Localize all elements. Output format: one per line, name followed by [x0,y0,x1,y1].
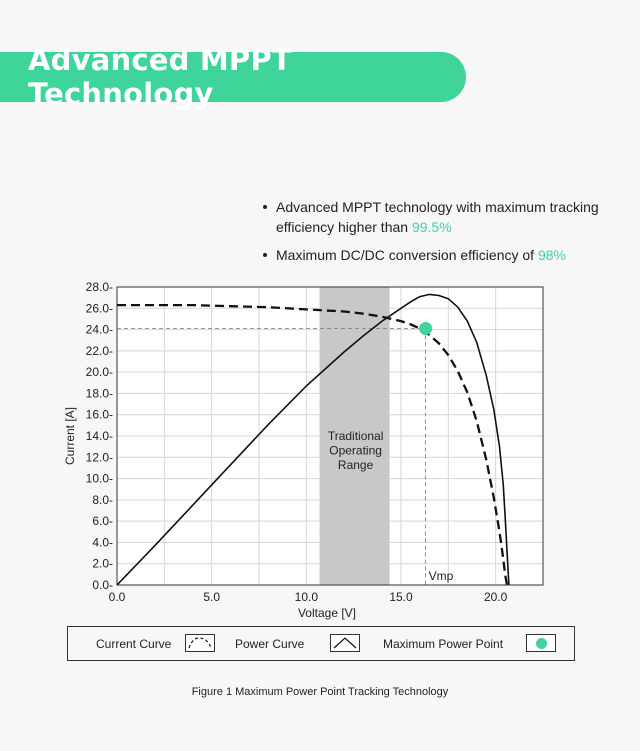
y-tick-label: 20.0- [86,365,113,379]
feature-highlight: 99.5% [411,219,452,235]
maximum-power-point-marker [419,322,433,336]
green-dot-icon [526,634,556,652]
dashed-curve-icon [185,634,215,652]
legend-power-curve-label: Power Curve [235,637,305,651]
y-tick-label: 14.0- [86,429,113,443]
band-label-line: Range [338,458,374,472]
y-tick-label: 22.0- [86,344,113,358]
y-tick-label: 16.0- [86,408,113,422]
feature-text: Maximum DC/DC conversion efficiency of [276,247,538,263]
plot-frame [116,286,544,586]
x-tick-label: 0.0 [109,590,126,604]
y-tick-label: 28.0- [86,280,113,294]
x-tick-label: 10.0 [295,590,319,604]
y-tick-label: 12.0- [86,450,113,464]
title-banner: Advanced MPPT Technology [0,43,466,111]
power-curve-line [116,293,510,586]
y-tick-label: 24.0- [86,323,113,337]
legend-current-curve-label: Current Curve [96,637,172,651]
y-tick-label: 2.0- [92,557,113,571]
feature-highlight: 98% [537,247,566,263]
x-axis-label: Voltage [V] [298,606,356,620]
feature-item-tracking-efficiency: Advanced MPPT technology with maximum tr… [262,197,622,237]
vmp-label: Vmp [429,569,454,583]
y-tick-label: 26.0- [86,301,113,315]
x-tick-label: 5.0 [203,590,220,604]
feature-list: Advanced MPPT technology with maximum tr… [262,197,622,272]
legend-max-power-point-label: Maximum Power Point [383,637,504,651]
feature-text: Advanced MPPT technology with maximum tr… [276,199,599,235]
y-tick-label: 4.0- [92,535,113,549]
solid-curve-icon [330,634,360,652]
y-tick-label: 8.0- [92,493,113,507]
y-tick-label: 18.0- [86,386,113,400]
y-tick-label: 6.0- [92,514,113,528]
x-tick-label: 15.0 [389,590,413,604]
figure-caption: Figure 1 Maximum Power Point Tracking Te… [191,686,449,698]
x-tick-label: 20.0 [484,590,508,604]
chart-legend: Current Curve Power Curve Maximum Power … [67,626,575,661]
page-title: Advanced MPPT Technology [28,43,292,111]
band-label-line: Traditional [328,429,384,443]
y-tick-label: 10.0- [86,472,113,486]
band-label-line: Operating [329,444,382,458]
bullet-dot-icon [263,205,267,209]
y-axis-label: Current [A] [63,407,77,465]
feature-item-conversion-efficiency: Maximum DC/DC conversion efficiency of 9… [262,245,622,265]
y-tick-label: 0.0- [92,578,113,592]
bullet-dot-icon [263,253,267,257]
traditional-operating-range-band [319,287,390,585]
